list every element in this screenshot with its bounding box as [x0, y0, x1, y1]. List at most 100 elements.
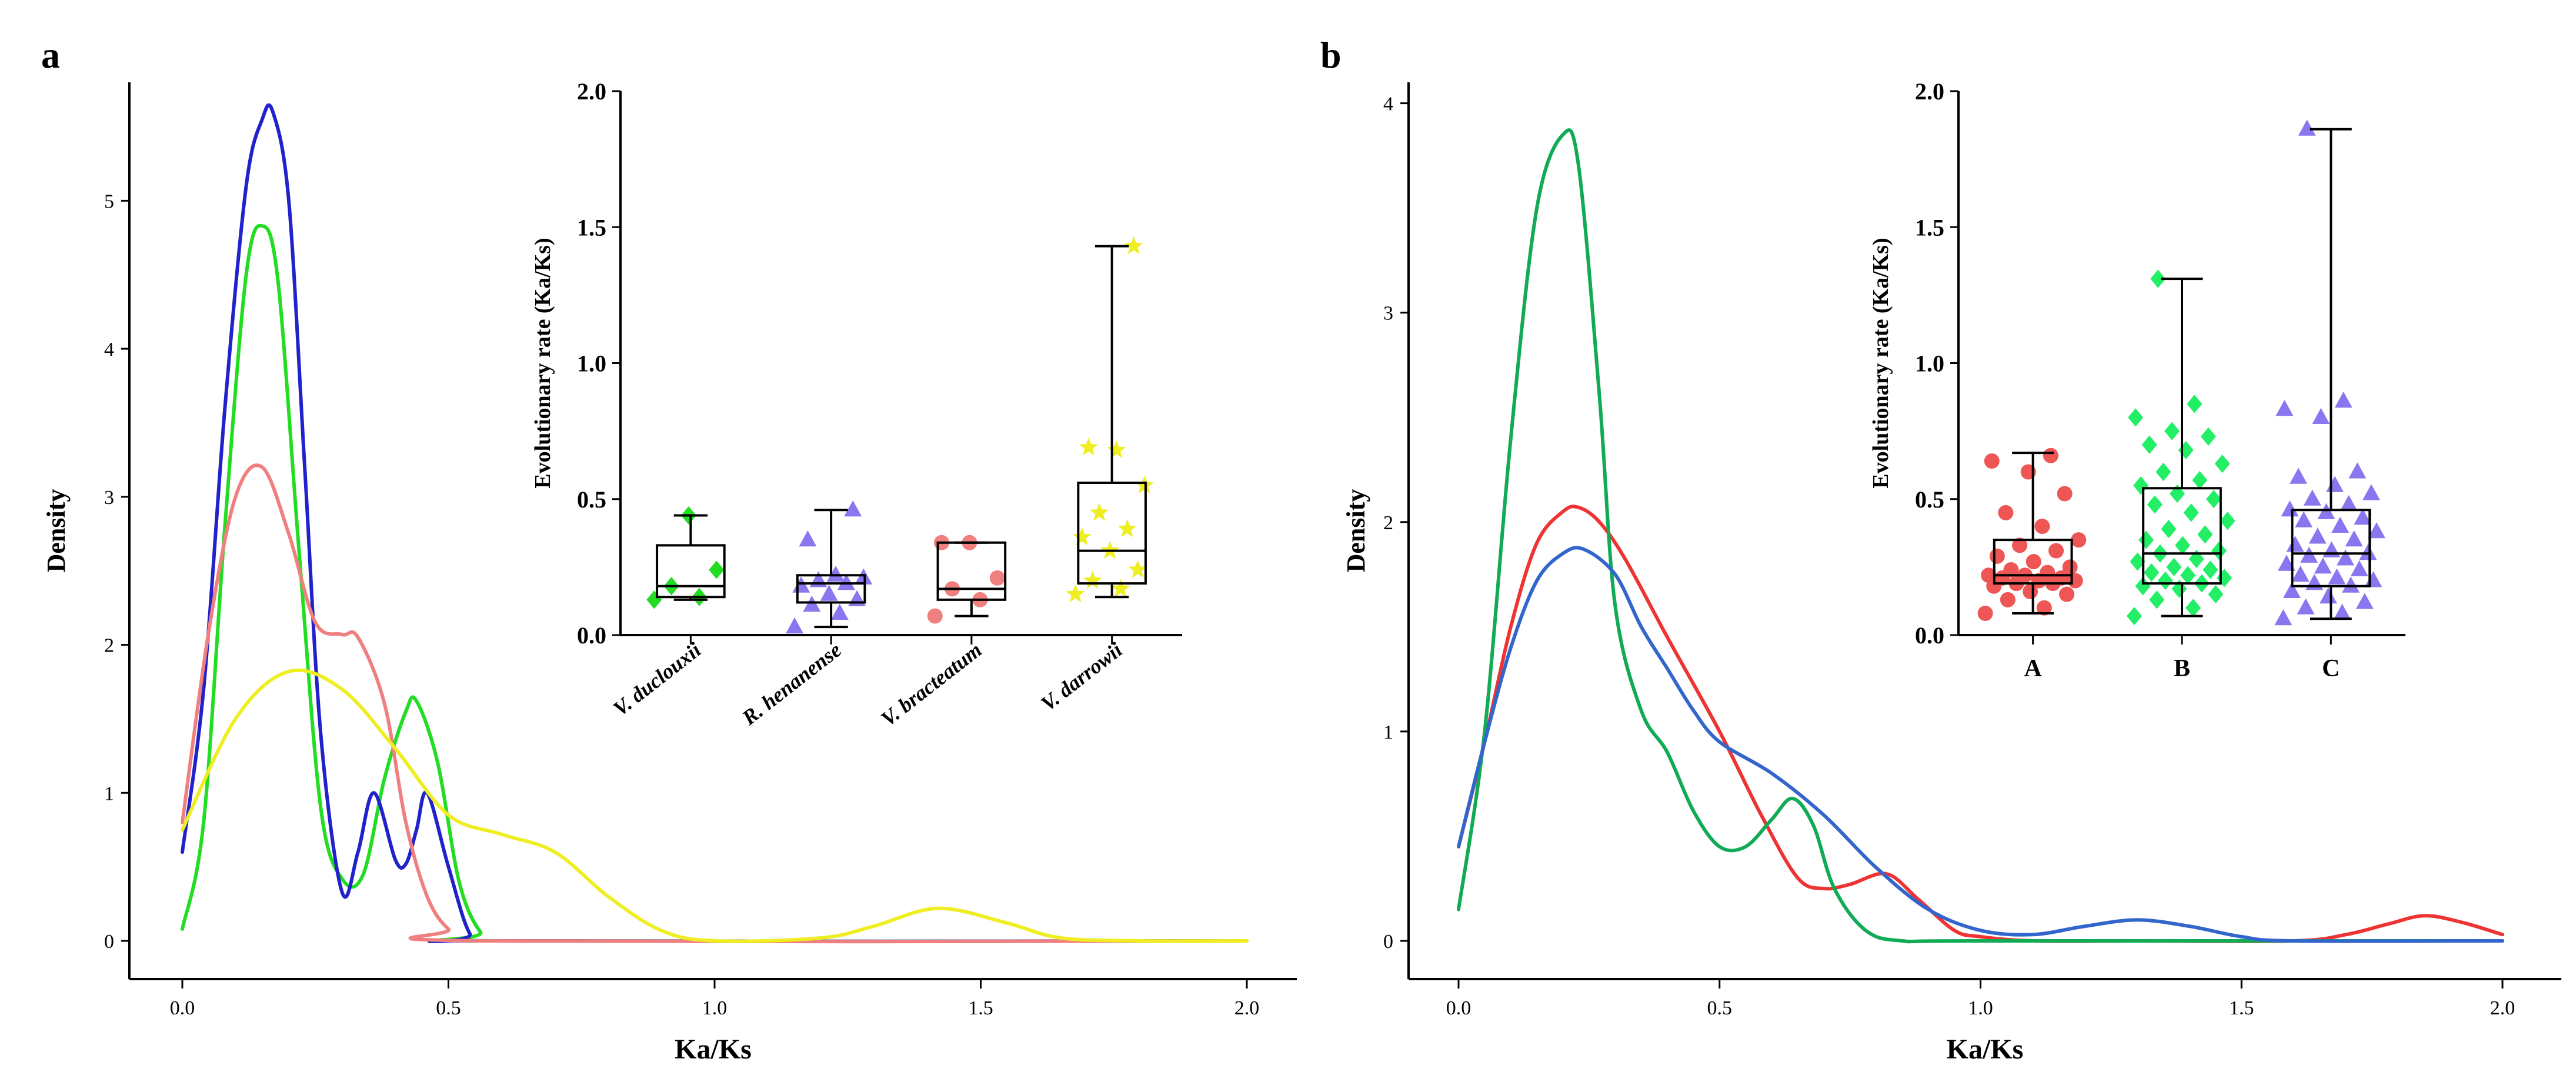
data-point — [2206, 490, 2221, 509]
data-point — [2149, 590, 2165, 609]
data-point — [1134, 475, 1154, 494]
data-point — [2283, 582, 2301, 598]
data-point — [2333, 603, 2351, 620]
data-point — [2354, 508, 2372, 525]
data-point — [2138, 530, 2154, 549]
box-iqr — [1993, 539, 2073, 585]
x-axis-label: Ka/Ks — [1947, 1034, 2024, 1065]
data-point — [2071, 532, 2087, 548]
data-point — [2183, 503, 2199, 522]
inset-category-label: V. bracteatum — [876, 638, 986, 731]
density-line-c — [1457, 546, 2504, 943]
data-point — [2130, 552, 2145, 571]
data-point — [1981, 567, 1997, 583]
inset-boxplot: 0.0 0.5 1.0 1.5 2.0 Evolutionary rate (Ka/Ks)… — [1868, 78, 2405, 682]
data-point — [2348, 462, 2367, 479]
panel-a: 0.0 0.5 1.0 1.5 2.0 0 1 2 3 4 5 Ka/Ks Density 0.0 0.5 1… — [42, 78, 1297, 1065]
inset-y-tick-label: 1.0 — [577, 350, 606, 377]
data-point — [2274, 609, 2293, 626]
data-point — [2192, 470, 2208, 489]
box-v-darrowii — [1066, 236, 1154, 603]
density-line-b — [1457, 128, 2504, 944]
inset-category-label: A — [2024, 655, 2042, 682]
y-axis-label: Density — [42, 489, 71, 573]
data-point — [2180, 566, 2196, 585]
data-point — [2187, 395, 2203, 413]
box-iqr — [2142, 487, 2222, 585]
inset-boxplot: 0.0 0.5 1.0 1.5 2.0 Evolutionary rate (Ka/Ks)… — [530, 78, 1182, 731]
data-point — [2350, 560, 2368, 576]
data-point — [2298, 119, 2316, 136]
box-r-henanense — [786, 500, 873, 634]
x-axis-label: Ka/Ks — [675, 1034, 752, 1065]
data-point — [820, 585, 838, 601]
y-tick-label: 2 — [1383, 512, 1393, 534]
data-point — [2135, 577, 2151, 596]
y-tick-label: 4 — [1383, 93, 1393, 115]
y-tick-label: 3 — [1383, 303, 1393, 325]
y-tick-label: 0 — [1383, 931, 1393, 953]
data-point — [1989, 548, 2005, 564]
x-tick-label: 0.5 — [1707, 997, 1733, 1019]
inset-y-tick-label: 0.0 — [577, 622, 606, 649]
x-tick-label: 2.0 — [2490, 997, 2515, 1019]
inset-y-tick-label: 1.5 — [1915, 214, 1944, 241]
data-point — [2036, 600, 2052, 616]
data-point — [2334, 392, 2353, 408]
y-tick-label: 3 — [104, 487, 114, 509]
box-c — [2274, 119, 2385, 626]
data-point — [2175, 536, 2191, 555]
data-point — [2161, 520, 2177, 539]
data-point — [2368, 522, 2385, 539]
data-point — [2040, 565, 2056, 580]
data-point — [2220, 512, 2235, 530]
y-axis-label: Density — [1342, 489, 1370, 573]
data-point — [2057, 486, 2073, 502]
data-point — [803, 595, 821, 612]
density-line-r-henanense — [181, 103, 1249, 943]
data-point — [2197, 525, 2213, 544]
x-tick-label: 0.0 — [1446, 997, 1471, 1019]
data-point — [2305, 573, 2324, 590]
x-tick-label: 1.5 — [968, 997, 993, 1019]
data-point — [799, 530, 817, 547]
data-point — [2203, 560, 2218, 579]
inset-y-tick-label: 1.5 — [577, 214, 606, 241]
data-point — [2326, 476, 2344, 492]
box-v-duclouxii — [646, 506, 726, 609]
data-point — [2000, 592, 2016, 607]
data-point — [2291, 566, 2310, 582]
panel-label-b: b — [1320, 34, 1342, 76]
data-point — [2363, 484, 2380, 500]
data-point — [2178, 440, 2194, 460]
data-point — [1066, 584, 1085, 603]
data-point — [2211, 542, 2227, 560]
data-point — [2150, 269, 2166, 288]
data-point — [792, 576, 810, 593]
data-point — [1072, 527, 1092, 546]
data-point — [830, 603, 849, 620]
data-point — [2062, 559, 2078, 575]
data-point — [2331, 516, 2349, 533]
data-point — [1083, 570, 1102, 589]
box-iqr — [796, 574, 866, 604]
data-point — [2314, 557, 2332, 574]
inset-y-tick-label: 1.0 — [1915, 350, 1944, 377]
data-point — [2281, 500, 2299, 517]
y-tick-label: 5 — [104, 191, 114, 212]
box-iqr — [656, 544, 726, 599]
data-point — [2166, 557, 2182, 576]
data-point — [2026, 554, 2041, 570]
data-point — [2312, 408, 2330, 424]
data-point — [2303, 489, 2321, 506]
inset-y-axis-label: Evolutionary rate (Ka/Ks) — [1868, 238, 1893, 488]
data-point — [1079, 438, 1098, 456]
y-tick-label: 4 — [104, 339, 114, 360]
box-b — [2126, 269, 2235, 626]
data-point — [2059, 586, 2075, 602]
data-point — [2290, 467, 2307, 484]
data-point — [2345, 530, 2363, 547]
data-point — [2355, 593, 2374, 609]
data-point — [786, 617, 803, 634]
